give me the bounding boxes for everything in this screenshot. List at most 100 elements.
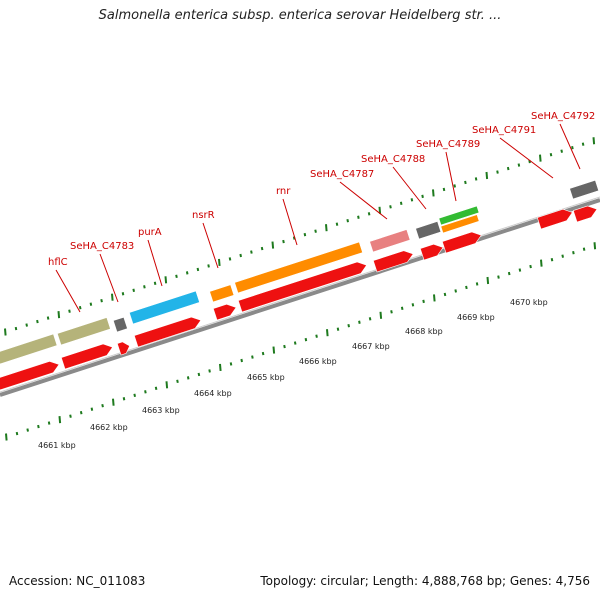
upper-tick (282, 239, 285, 244)
upper-tick (121, 292, 125, 296)
upper-tick (346, 219, 349, 223)
upper-tick (143, 285, 146, 289)
upper-tick (517, 163, 521, 167)
lower-tick (561, 254, 564, 258)
upper-tick (549, 152, 553, 157)
backbone-highlight (0, 196, 600, 393)
lower-tick (475, 282, 479, 286)
lower-tick (219, 363, 222, 372)
upper-tick (453, 184, 456, 188)
lower-tick (90, 407, 94, 411)
gene-label: SeHA_C4789 (416, 139, 480, 150)
kbp-label: 4669 kbp (457, 313, 495, 322)
lower-tick (422, 299, 425, 304)
gene-block-SeHA_C4792 (569, 179, 600, 200)
leader-line (147, 239, 163, 287)
upper-tick (25, 323, 28, 327)
lower-tick (550, 257, 554, 262)
lower-tick (208, 369, 211, 373)
lower-tick (326, 329, 329, 337)
map-title: Salmonella enterica subsp. enterica sero… (98, 8, 502, 23)
upper-tick (175, 274, 178, 279)
gene-block-SeHA_C4789 (440, 214, 480, 234)
lower-tick (390, 310, 393, 314)
lower-tick (144, 390, 147, 394)
upper-tick (432, 189, 435, 197)
kbp-label: 4662 kbp (90, 423, 128, 432)
lower-tick (186, 376, 190, 380)
kbp-label: 4664 kbp (194, 389, 232, 398)
upper-tick (410, 198, 414, 202)
upper-tick (389, 205, 392, 209)
lower-tick (251, 355, 254, 359)
lower-tick (315, 334, 318, 338)
gene-label: SeHA_C4792 (531, 111, 595, 122)
gene-block-hflC (0, 333, 58, 365)
lower-tick (593, 242, 597, 250)
upper-tick (185, 271, 189, 275)
lower-tick (122, 397, 126, 401)
leader-line (392, 166, 427, 210)
lower-tick (79, 410, 83, 415)
leader-line (55, 269, 81, 313)
cds-arrow (237, 261, 368, 313)
lower-tick (486, 276, 490, 285)
cds-arrow (212, 303, 237, 321)
upper-tick (14, 326, 18, 331)
lower-tick (229, 362, 233, 366)
lower-tick (443, 292, 447, 297)
lower-tick (358, 320, 361, 324)
gene-block-SeHA_C4787 (369, 229, 411, 253)
upper-tick (560, 149, 563, 153)
gene-label: SeHA_C4783 (70, 241, 134, 252)
gene-block-nsrR (209, 284, 235, 303)
lower-tick (304, 337, 308, 342)
lower-tick (176, 379, 179, 384)
upper-tick (335, 222, 339, 226)
upper-tick (78, 305, 82, 310)
upper-tick (111, 293, 114, 301)
leader-line (282, 198, 298, 246)
upper-tick (464, 180, 467, 185)
upper-tick (367, 212, 371, 216)
lower-tick (293, 341, 297, 345)
upper-tick (592, 137, 596, 145)
lower-tick (433, 294, 436, 302)
kbp-label: 4667 kbp (352, 342, 390, 351)
upper-tick-track (4, 137, 596, 336)
upper-tick (496, 170, 499, 174)
lower-tick (336, 327, 340, 331)
upper-tick (485, 171, 489, 180)
gene-label: nsrR (192, 210, 215, 221)
genome-summary-text: Topology: circular; Length: 4,888,768 bp… (260, 574, 590, 588)
cds-arrow (572, 205, 598, 223)
upper-tick (46, 316, 50, 320)
upper-tick (89, 302, 93, 306)
gene-block-SeHA_C4789 (438, 205, 480, 226)
backbone (0, 196, 600, 397)
lower-tick (37, 424, 40, 429)
lower-tick (261, 351, 265, 356)
lower-tick (26, 428, 29, 432)
backbone-line (0, 198, 600, 397)
upper-tick (239, 253, 242, 258)
accession-text: Accession: NC_011083 (9, 574, 146, 588)
upper-tick (132, 288, 135, 292)
cds-arrow (0, 360, 60, 391)
gene-label: purA (138, 227, 162, 238)
upper-tick (271, 241, 275, 249)
lower-tick (540, 259, 543, 267)
gene-block-hflC (56, 317, 111, 346)
upper-tick (164, 276, 168, 284)
kbp-label: 4663 kbp (142, 406, 180, 415)
upper-tick (442, 187, 446, 192)
kbp-labels: 4661 kbp 4662 kbp 4663 kbp 4664 kbp 4665 kbp… (38, 298, 548, 450)
upper-tick (100, 299, 103, 303)
lower-tick (283, 344, 286, 349)
cds-arrow (133, 316, 202, 348)
lower-tick (582, 247, 586, 251)
gene-block-SeHA_C4788 (415, 221, 442, 240)
upper-tick (68, 309, 71, 313)
lower-tick (572, 250, 575, 255)
